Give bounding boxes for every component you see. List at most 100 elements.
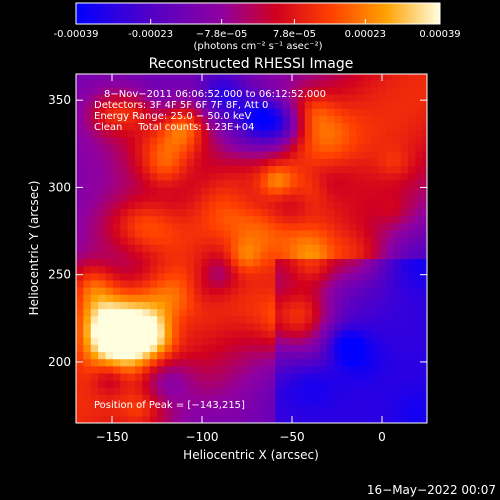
heatmap-cell	[319, 322, 328, 331]
heatmap-cell	[312, 351, 321, 360]
heatmap-cell	[267, 136, 276, 145]
heatmap-cell	[422, 186, 427, 195]
heatmap-cell	[260, 172, 269, 181]
heatmap-cell	[112, 172, 121, 181]
heatmap-cell	[400, 415, 409, 423]
heatmap-cell	[363, 329, 372, 338]
heatmap-cell	[275, 279, 284, 288]
heatmap-cell	[186, 244, 195, 252]
heatmap-cell	[341, 236, 350, 245]
heatmap-cell	[371, 329, 380, 338]
heatmap-cell	[201, 74, 210, 81]
heatmap-cell	[238, 329, 247, 338]
heatmap-cell	[76, 344, 84, 353]
heatmap-cell	[90, 172, 99, 181]
heatmap-cell	[385, 365, 394, 374]
heatmap-cell	[216, 79, 225, 88]
heatmap-cell	[230, 172, 239, 181]
heatmap-cell	[208, 229, 217, 238]
heatmap-cell	[171, 394, 180, 403]
heatmap-cell	[164, 372, 173, 381]
heatmap-cell	[149, 415, 158, 423]
heatmap-cell	[253, 74, 262, 81]
heatmap-cell	[260, 165, 269, 174]
heatmap-cell	[290, 401, 298, 410]
heatmap-cell	[378, 129, 387, 138]
heatmap-cell	[245, 186, 254, 195]
heatmap-cell	[83, 108, 92, 116]
heatmap-cell	[98, 115, 107, 124]
heatmap-cell	[334, 394, 343, 403]
heatmap-cell	[76, 101, 84, 109]
heatmap-cell	[120, 158, 129, 167]
heatmap-cell	[312, 129, 321, 138]
heatmap-cell	[334, 215, 343, 224]
heatmap-cell	[216, 93, 225, 102]
heatmap-cell	[230, 415, 239, 423]
heatmap-cell	[312, 372, 321, 381]
heatmap-cell	[290, 236, 298, 245]
heatmap-cell	[83, 229, 92, 238]
heatmap-cell	[238, 179, 247, 188]
heatmap-cell	[245, 86, 254, 95]
heatmap-cell	[230, 122, 239, 131]
heatmap-cell	[238, 208, 247, 217]
heatmap-cell	[216, 201, 225, 209]
heatmap-cell	[238, 351, 247, 360]
heatmap-cell	[194, 136, 203, 145]
heatmap-cell	[334, 272, 343, 281]
heatmap-cell	[120, 408, 129, 417]
heatmap-cell	[319, 151, 328, 159]
heatmap-cell	[275, 215, 284, 224]
heatmap-cell	[135, 387, 144, 395]
heatmap-cell	[157, 287, 166, 295]
heatmap-cell	[157, 208, 166, 217]
heatmap-cell	[422, 308, 427, 317]
heatmap-cell	[245, 79, 254, 88]
heatmap-cell	[223, 380, 232, 388]
heatmap-cell	[415, 74, 424, 81]
heatmap-cell	[253, 287, 262, 295]
heatmap-cell	[216, 394, 225, 403]
heatmap-cell	[135, 258, 144, 267]
heatmap-cell	[393, 129, 402, 138]
heatmap-cell	[326, 236, 335, 245]
heatmap-cell	[371, 122, 380, 131]
heatmap-cell	[378, 136, 387, 145]
heatmap-cell	[179, 151, 188, 159]
heatmap-cell	[105, 215, 114, 224]
x-tick-label: −50	[279, 430, 304, 444]
heatmap-cell	[83, 179, 92, 188]
heatmap-cell	[98, 322, 107, 331]
heatmap-cell	[363, 401, 372, 410]
heatmap-cell	[393, 322, 402, 331]
heatmap-cell	[415, 158, 424, 167]
heatmap-cell	[194, 101, 203, 109]
heatmap-cell	[290, 301, 298, 310]
heatmap-cell	[135, 351, 144, 360]
heatmap-cell	[326, 251, 335, 260]
heatmap-cell	[260, 408, 269, 417]
heatmap-cell	[408, 201, 417, 209]
heatmap-cell	[393, 372, 402, 381]
heatmap-cell	[341, 172, 350, 181]
heatmap-cell	[171, 222, 180, 231]
heatmap-cell	[142, 74, 151, 81]
heatmap-cell	[164, 129, 173, 138]
colorbar-tick-label: -0.00039	[54, 29, 99, 40]
heatmap-cell	[378, 158, 387, 167]
heatmap-cell	[304, 329, 313, 338]
heatmap-cell	[149, 344, 158, 353]
heatmap-cell	[245, 365, 254, 374]
heatmap-cell	[326, 208, 335, 217]
heatmap-cell	[334, 265, 343, 274]
heatmap-cell	[385, 394, 394, 403]
heatmap-cell	[267, 165, 276, 174]
heatmap-cell	[260, 294, 269, 302]
heatmap-cell	[408, 244, 417, 252]
heatmap-cell	[112, 351, 121, 360]
heatmap-cell	[363, 380, 372, 388]
heatmap-cell	[253, 337, 262, 345]
heatmap-cell	[282, 365, 291, 374]
heatmap-cell	[282, 86, 291, 95]
